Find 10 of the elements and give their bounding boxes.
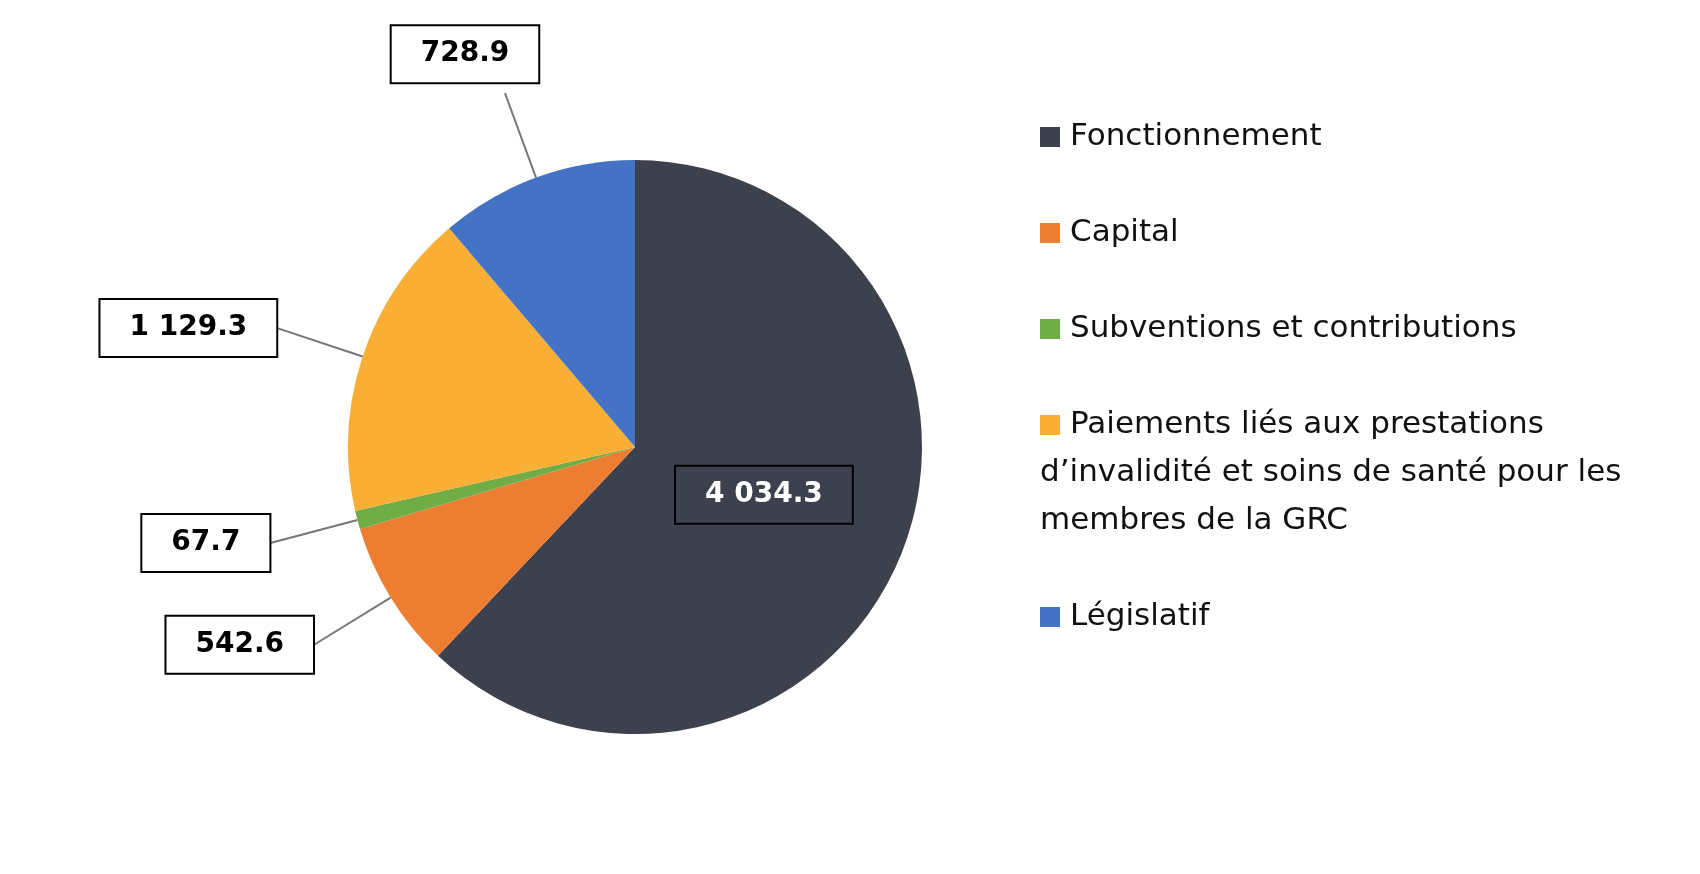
- legend-label: Paiements liés aux prestations d’invalidité et soins de santé pour les membres de la GRC: [1040, 404, 1622, 536]
- data-label: 542.6: [195, 626, 285, 660]
- data-label: 1 129.3: [129, 309, 248, 343]
- data-label: 67.7: [171, 524, 241, 558]
- legend-label: Subventions et contributions: [1070, 308, 1517, 344]
- legend-label: Capital: [1070, 212, 1179, 248]
- data-label: 4 034.3: [705, 475, 823, 509]
- legend-label: Fonctionnement: [1070, 116, 1322, 152]
- legend-label: Législatif: [1070, 596, 1210, 632]
- data-label: 728.9: [420, 35, 510, 69]
